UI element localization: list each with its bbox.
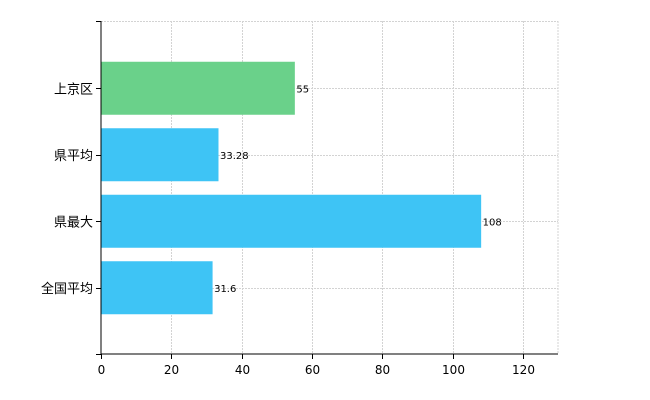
x-tick-label: 60 — [305, 363, 320, 377]
x-tick-label: 40 — [235, 363, 250, 377]
category-label: 県平均 — [54, 149, 93, 164]
data-label: 108 — [483, 217, 502, 228]
data-label: 33.28 — [220, 151, 249, 162]
category-label: 上京区 — [54, 82, 93, 97]
bar-1 — [101, 128, 219, 182]
data-label: 31.6 — [214, 284, 236, 295]
data-label: 55 — [296, 84, 309, 95]
x-tick-label: 0 — [98, 363, 106, 377]
bar-0 — [101, 61, 295, 115]
category-label: 県最大 — [54, 215, 93, 230]
bars — [101, 61, 482, 315]
x-tick-label: 20 — [164, 363, 179, 377]
x-axis-ticks: 0 20 40 60 80 100 120 — [98, 354, 535, 377]
x-tick-label: 100 — [442, 363, 465, 377]
data-labels: 55 33.28 108 31.6 — [214, 84, 502, 295]
bar-2 — [101, 194, 482, 248]
x-tick-label: 80 — [375, 363, 390, 377]
bar-3 — [101, 261, 213, 315]
axes — [100, 21, 558, 355]
x-tick-label: 120 — [512, 363, 535, 377]
category-label: 全国平均 — [41, 281, 93, 297]
